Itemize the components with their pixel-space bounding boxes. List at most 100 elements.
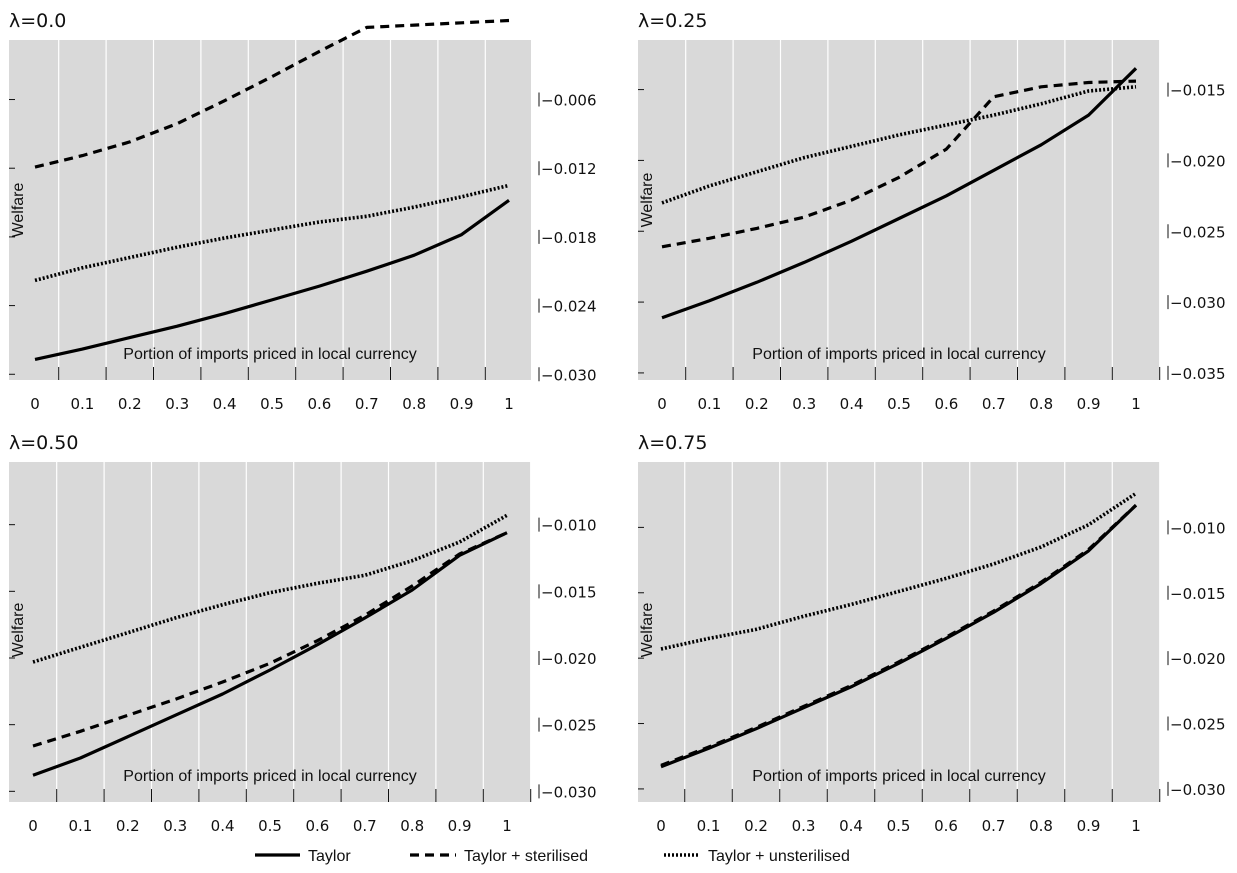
x-tick-label: 0.3 — [163, 817, 187, 835]
y-tick-label: −0.010 — [1170, 519, 1226, 537]
series-line-taylor — [34, 199, 510, 361]
y-tick-label: −0.020 — [1170, 650, 1226, 668]
y-tick-label: −0.010 — [541, 517, 597, 535]
series-line-taylor-unsterilised — [32, 513, 508, 664]
y-tick-label: −0.030 — [541, 783, 597, 801]
x-tick-label: 0.5 — [258, 817, 282, 835]
chart-panel-4: λ=0.75 0 0.1 0.2 0.3 0.4 0.5 0.6 0.7 0.8 0.9 1 −0.03… — [638, 432, 1226, 835]
plot-background — [638, 462, 1160, 802]
x-tick-label: 0.1 — [68, 817, 92, 835]
legend: Taylor Taylor + sterilised Taylor + unster… — [255, 848, 850, 865]
y-axis-label: Welfare — [10, 182, 27, 237]
x-tick-label: 0.7 — [982, 395, 1006, 413]
legend-label: Taylor — [308, 848, 351, 865]
y-tick-label: −0.030 — [1170, 781, 1226, 799]
x-tick-label: 0.4 — [213, 395, 237, 413]
y-tick-label: −0.006 — [541, 92, 597, 110]
y-axis-label: Welfare — [639, 172, 656, 227]
panel-title: λ=0.0 — [9, 10, 66, 32]
chart-panel-2: λ=0.25 0 0.1 0.2 0.3 0.4 0.5 0.6 0.7 0.8 0.9 1 −0.03… — [638, 10, 1226, 413]
x-tick-label: 0.6 — [307, 395, 331, 413]
x-tick-label: 0.5 — [887, 395, 911, 413]
y-tick-label: −0.020 — [541, 650, 597, 668]
y-tick-label: −0.030 — [541, 366, 597, 384]
x-tick-label: 0.4 — [211, 817, 235, 835]
x-tick-label: 0.7 — [982, 817, 1006, 835]
y-tick-label: −0.015 — [1170, 585, 1226, 603]
y-tick-label: −0.018 — [541, 229, 597, 247]
plot-background — [638, 40, 1160, 380]
panel-title: λ=0.25 — [638, 10, 707, 32]
chart-panel-3: λ=0.50 0 0.1 0.2 0.3 0.4 0.5 0.6 0.7 0.8 0.9 1 −0.03… — [9, 432, 597, 835]
panel-title: λ=0.50 — [9, 432, 78, 454]
y-tick-label: −0.030 — [1170, 294, 1226, 312]
x-tick-label: 0 — [656, 817, 666, 835]
x-tick-label: 0.8 — [1029, 395, 1053, 413]
x-axis-label: Portion of imports priced in local curre… — [752, 346, 1045, 363]
y-tick-label: −0.035 — [1170, 365, 1226, 383]
x-tick-label: 0.9 — [1077, 817, 1101, 835]
chart-panel-1: λ=0.0 0 0.1 0.2 0.3 0.4 0.5 0.6 0.7 0.8 0.9 1 −0.030… — [9, 10, 597, 413]
series-line-taylor-unsterilised — [34, 183, 510, 283]
y-tick-label: −0.024 — [541, 298, 597, 316]
y-tick-label: −0.025 — [1170, 223, 1226, 241]
y-axis-label: Welfare — [639, 602, 656, 657]
x-tick-label: 0.1 — [70, 395, 94, 413]
series-line-taylor-sterilised — [34, 18, 510, 169]
x-tick-label: 0.4 — [839, 817, 863, 835]
plot-background — [9, 462, 531, 802]
legend-label: Taylor + sterilised — [464, 848, 588, 865]
x-tick-label: 0.3 — [792, 395, 816, 413]
x-tick-label: 0.6 — [305, 817, 329, 835]
series-line-taylor-sterilised — [660, 504, 1138, 767]
y-tick-label: −0.025 — [541, 717, 597, 735]
x-tick-label: 0.2 — [745, 395, 769, 413]
x-tick-label: 0.8 — [400, 817, 424, 835]
series-line-taylor — [32, 531, 508, 777]
y-tick-label: −0.020 — [1170, 152, 1226, 170]
x-tick-label: 0.8 — [1029, 817, 1053, 835]
y-tick-label: −0.015 — [541, 583, 597, 601]
x-tick-label: 0.3 — [165, 395, 189, 413]
x-tick-label: 0.9 — [1077, 395, 1101, 413]
legend-label: Taylor + unsterilised — [708, 848, 850, 865]
x-axis-label: Portion of imports priced in local curre… — [752, 768, 1045, 785]
y-tick-label: −0.012 — [541, 160, 597, 178]
series-line-taylor-unsterilised — [661, 85, 1137, 205]
x-tick-label: 0.1 — [697, 817, 721, 835]
x-tick-label: 0.2 — [116, 817, 140, 835]
series-line-taylor-sterilised — [661, 79, 1137, 249]
x-tick-label: 0.7 — [353, 817, 377, 835]
plot-background — [9, 40, 531, 380]
x-tick-label: 0.6 — [934, 395, 958, 413]
x-tick-label: 1 — [1131, 817, 1141, 835]
x-tick-label: 1 — [504, 395, 514, 413]
x-tick-label: 0.5 — [887, 817, 911, 835]
x-tick-label: 0.1 — [697, 395, 721, 413]
x-tick-label: 0.2 — [118, 395, 142, 413]
series-line-taylor — [661, 67, 1138, 320]
y-axis-label: Welfare — [10, 602, 27, 657]
x-tick-label: 0.9 — [450, 395, 474, 413]
x-axis-label: Portion of imports priced in local curre… — [123, 346, 416, 363]
x-tick-label: 0 — [30, 395, 40, 413]
x-axis-label: Portion of imports priced in local curre… — [123, 768, 416, 785]
x-tick-label: 0 — [28, 817, 38, 835]
x-tick-label: 0.4 — [840, 395, 864, 413]
y-tick-label: −0.015 — [1170, 82, 1226, 100]
series-line-taylor-sterilised — [32, 531, 508, 748]
panel-title: λ=0.75 — [638, 432, 707, 454]
x-tick-label: 1 — [502, 817, 512, 835]
x-tick-label: 0.2 — [744, 817, 768, 835]
x-tick-label: 0 — [657, 395, 667, 413]
x-tick-label: 0.5 — [260, 395, 284, 413]
y-tick-label: −0.025 — [1170, 716, 1226, 734]
x-tick-label: 0.7 — [355, 395, 379, 413]
x-tick-label: 0.6 — [934, 817, 958, 835]
x-tick-label: 0.3 — [792, 817, 816, 835]
series-line-taylor-unsterilised — [660, 491, 1137, 651]
x-tick-label: 0.8 — [402, 395, 426, 413]
x-tick-label: 0.9 — [448, 817, 472, 835]
x-tick-label: 1 — [1131, 395, 1141, 413]
